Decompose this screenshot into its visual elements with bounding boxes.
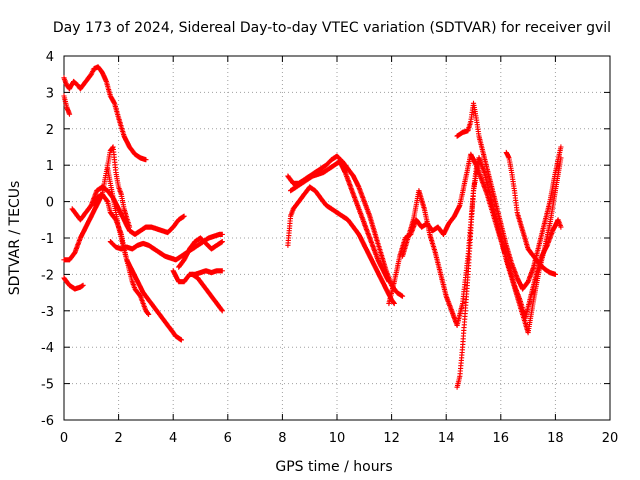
x-tick-label: 2 xyxy=(114,431,122,446)
x-tick-label: 8 xyxy=(278,431,286,446)
x-tick-label: 0 xyxy=(60,431,68,446)
y-tick-label: -2 xyxy=(41,268,54,283)
y-tick-label: 4 xyxy=(46,50,54,65)
x-tick-label: 10 xyxy=(329,431,346,446)
y-tick-label: -4 xyxy=(41,341,54,356)
series-arc-1 xyxy=(61,64,149,163)
y-tick-label: 1 xyxy=(46,159,54,174)
series-arc-9 xyxy=(176,235,225,270)
series-arc-7 xyxy=(105,166,152,317)
y-tick-labels: -6 -5 -4 -3 -2 -1 0 1 2 3 4 xyxy=(41,50,54,429)
series-arc-11 xyxy=(189,271,225,314)
x-axis-label: GPS time / hours xyxy=(275,459,392,475)
y-tick-label: 3 xyxy=(46,86,54,101)
x-tick-label: 14 xyxy=(438,431,455,446)
y-tick-label: 2 xyxy=(46,123,54,138)
series-arc-2 xyxy=(61,93,73,117)
y-tick-label: -5 xyxy=(41,378,54,393)
y-tick-label: -1 xyxy=(41,232,54,247)
x-tick-label: 20 xyxy=(602,431,619,446)
chart-title: Day 173 of 2024, Sidereal Day-to-day VTE… xyxy=(53,20,611,36)
y-tick-label: -6 xyxy=(41,414,54,429)
series-arc-17 xyxy=(454,155,482,390)
x-tick-label: 16 xyxy=(493,431,510,446)
series-arc-8 xyxy=(107,231,225,263)
grid xyxy=(64,56,610,420)
axis-ticks xyxy=(63,55,611,421)
y-tick-label: 0 xyxy=(46,196,54,211)
x-tick-labels: 0 2 4 6 8 10 12 14 16 18 20 xyxy=(60,431,618,446)
series-arc-3 xyxy=(61,275,86,292)
series-arc-5 xyxy=(69,184,187,237)
x-tick-label: 12 xyxy=(383,431,400,446)
series-arc-13 xyxy=(285,184,397,307)
series-arc-19 xyxy=(503,149,558,277)
data-series xyxy=(61,64,564,390)
x-tick-label: 18 xyxy=(547,431,564,446)
x-tick-label: 4 xyxy=(169,431,177,446)
series-arc-14 xyxy=(288,159,392,285)
x-tick-label: 6 xyxy=(224,431,232,446)
series-arc-6 xyxy=(91,191,184,343)
series-arc-4 xyxy=(61,144,133,263)
y-axis-label: SDTVAR / TECUs xyxy=(7,181,23,296)
series-arc-18 xyxy=(454,100,564,292)
y-tick-label: -3 xyxy=(41,305,54,320)
